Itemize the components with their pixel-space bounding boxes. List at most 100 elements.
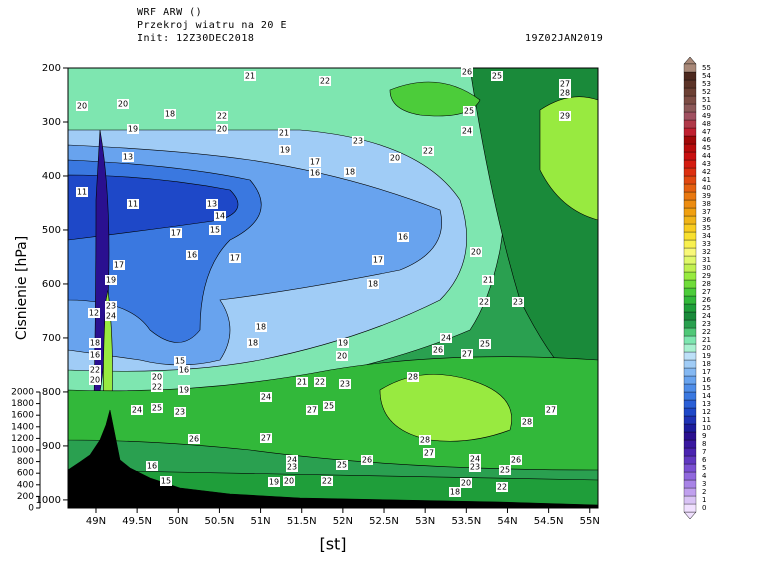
- colorbar-swatch: [683, 151, 697, 161]
- colorbar-swatch: [683, 271, 697, 281]
- contour-label: 24: [132, 406, 142, 415]
- colorbar-label: 55: [702, 64, 711, 72]
- altitude-tick-label: 1600: [11, 411, 34, 421]
- contour-label: 16: [398, 233, 408, 242]
- colorbar-label: 44: [702, 152, 711, 160]
- label-box: [545, 405, 557, 415]
- label-box: [283, 476, 295, 486]
- contour-label: 23: [513, 298, 523, 307]
- colorbar-label: 25: [702, 304, 711, 312]
- colorbar-swatch: [683, 351, 697, 361]
- colorbar-swatch: [683, 127, 697, 137]
- colorbar-label: 1: [702, 496, 706, 504]
- colorbar-swatch: [683, 223, 697, 233]
- altitude-tick-label: 800: [17, 457, 34, 467]
- label-box: [188, 434, 200, 444]
- contour-label: 22: [497, 483, 507, 492]
- contour-label: 18: [345, 168, 355, 177]
- label-box: [470, 247, 482, 257]
- colorbar-label: 2: [702, 488, 706, 496]
- colorbar-swatch: [683, 247, 697, 257]
- chart-title: Przekroj wiatru na 20 E: [137, 20, 287, 31]
- contour-label: 16: [310, 169, 320, 178]
- label-box: [146, 461, 158, 471]
- colorbar-swatch: [683, 327, 697, 337]
- label-box: [559, 79, 571, 89]
- contour-label: 20: [471, 248, 481, 257]
- contour-label: 26: [462, 68, 472, 77]
- contour-label: 16: [187, 251, 197, 260]
- label-box: [247, 338, 259, 348]
- colorbar-label: 23: [702, 320, 711, 328]
- colorbar-swatch: [683, 287, 697, 297]
- colorbar-label: 12: [702, 408, 711, 416]
- contour-label: 25: [500, 466, 510, 475]
- colorbar-swatch: [683, 479, 697, 489]
- colorbar-label: 3: [702, 480, 706, 488]
- label-box: [178, 365, 190, 375]
- label-box: [423, 448, 435, 458]
- contour-label: 19: [106, 276, 116, 285]
- colorbar-swatch: [683, 383, 697, 393]
- init-time: Init: 12Z30DEC2018: [137, 33, 254, 44]
- contour-label: 19: [269, 478, 279, 487]
- label-box: [214, 211, 226, 221]
- colorbar-label: 7: [702, 448, 706, 456]
- label-box: [268, 477, 280, 487]
- x-tick-label: 53N: [415, 516, 435, 527]
- contour-label: 20: [90, 376, 100, 385]
- colorbar-label: 52: [702, 88, 711, 96]
- x-tick-label: 53.5N: [451, 516, 481, 527]
- y-tick-label: 800: [42, 387, 61, 398]
- colorbar-swatch: [683, 135, 697, 145]
- colorbar-label: 42: [702, 168, 711, 176]
- y-tick-label: 600: [42, 279, 61, 290]
- colorbar-swatch: [683, 79, 697, 89]
- label-box: [510, 455, 522, 465]
- colorbar-label: 34: [702, 232, 711, 240]
- label-box: [89, 375, 101, 385]
- contour-label: 20: [77, 102, 87, 111]
- label-box: [499, 465, 511, 475]
- contour-label: 22: [315, 378, 325, 387]
- colorbar-label: 36: [702, 216, 711, 224]
- contour-label: 27: [307, 406, 317, 415]
- x-tick-label: 50.5N: [205, 516, 235, 527]
- contour-label: 29: [560, 112, 570, 121]
- colorbar-swatch: [683, 303, 697, 313]
- colorbar-label: 43: [702, 160, 711, 168]
- contour-label: 15: [175, 357, 185, 366]
- y-tick-label: 200: [42, 63, 61, 74]
- label-box: [170, 228, 182, 238]
- label-box: [174, 407, 186, 417]
- colorbar-label: 45: [702, 144, 711, 152]
- colorbar-swatch: [683, 295, 697, 305]
- y-tick-label: 500: [42, 225, 61, 236]
- contour-label: 21: [245, 72, 255, 81]
- contour-label: 18: [368, 280, 378, 289]
- x-axis-label: [st]: [319, 535, 346, 554]
- contour-label: 17: [373, 256, 383, 265]
- contour-label: 21: [297, 378, 307, 387]
- contour-label: 27: [560, 80, 570, 89]
- terrain: [68, 409, 598, 508]
- label-box: [323, 401, 335, 411]
- colorbar-label: 49: [702, 112, 711, 120]
- contour-label: 16: [179, 366, 189, 375]
- label-box: [440, 333, 452, 343]
- label-box: [164, 109, 176, 119]
- altitude-tick-label: 2000: [11, 388, 34, 398]
- x-tick-label: 51N: [250, 516, 270, 527]
- y-tick-label: 1000: [36, 495, 61, 506]
- colorbar-swatch: [683, 119, 697, 129]
- contour-label: 26: [511, 456, 521, 465]
- contour-label: 24: [287, 456, 297, 465]
- contour-label: 18: [450, 488, 460, 497]
- label-box: [460, 478, 472, 488]
- colorbar-label: 51: [702, 96, 711, 104]
- x-tick-label: 49N: [86, 516, 106, 527]
- colorbar-label: 22: [702, 328, 711, 336]
- field-fill: [379, 374, 512, 442]
- colorbar-label: 32: [702, 248, 711, 256]
- model-name: WRF ARW (): [137, 7, 202, 18]
